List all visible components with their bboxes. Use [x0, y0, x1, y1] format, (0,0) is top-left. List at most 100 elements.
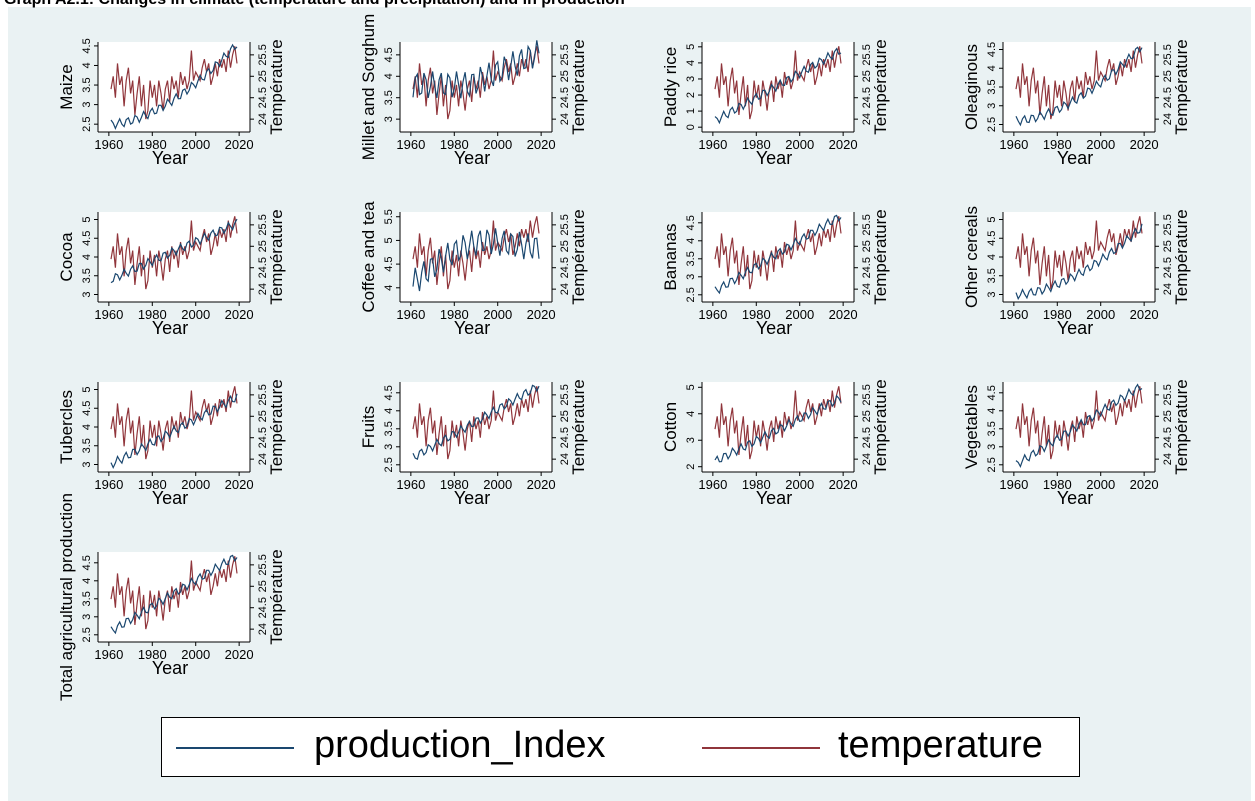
y2-axis-title: Température: [1172, 379, 1191, 474]
y2-tick-label: 25: [1162, 410, 1174, 422]
y2-tick-label: 24: [559, 113, 571, 125]
subplot: 0 1 2 3 4 5 24 24.5 25 25.5 1960 1980 2000 2020 Year Pa…: [661, 39, 890, 168]
y-tick-label: 1: [685, 108, 697, 114]
y2-tick-label: 25.5: [861, 214, 873, 235]
x-tick-label: 1960: [396, 307, 425, 322]
x-tick-label: 1960: [94, 307, 123, 322]
y-tick-label: 2.5: [81, 117, 93, 132]
y2-tick-label: 24: [257, 283, 269, 295]
y2-tick-label: 25: [257, 580, 269, 592]
x-tick-label: 2000: [483, 307, 512, 322]
y-tick-label: 3: [986, 291, 998, 297]
x-tick-label: 1960: [999, 477, 1028, 492]
y2-tick-label: 24: [861, 283, 873, 295]
y-axis-title: Coffee and tea: [359, 201, 378, 313]
y-tick-label: 3: [81, 461, 93, 467]
x-tick-label: 2020: [1130, 307, 1159, 322]
subplot: 4 4.5 5 5.5 24 24.5 25 25.5 1960 1980 2000 2020 Year…: [359, 201, 588, 338]
y-tick-label: 3: [383, 116, 395, 122]
y2-tick-label: 24: [559, 283, 571, 295]
y-tick-label: 5: [81, 216, 93, 222]
x-axis-title: Year: [454, 488, 490, 508]
y2-tick-label: 25.5: [559, 44, 571, 65]
y2-tick-label: 24.5: [1162, 427, 1174, 448]
y2-tick-label: 24.5: [1162, 87, 1174, 108]
y-tick-label: 3.5: [81, 591, 93, 606]
subplot: 2.5 3 3.5 4 4.5 24 24.5 25 25.5 1960 1980 2000 2020 Y…: [359, 379, 588, 508]
x-tick-label: 1980: [440, 137, 469, 152]
y-tick-label: 3.5: [81, 438, 93, 453]
y-tick-label: 4: [986, 254, 998, 260]
x-tick-label: 1980: [742, 137, 771, 152]
x-axis-title: Year: [152, 318, 188, 338]
x-tick-label: 1960: [94, 477, 123, 492]
y2-tick-label: 24.5: [861, 427, 873, 448]
y2-tick-label: 24.5: [257, 257, 269, 278]
subplot: 2.5 3 3.5 4 4.5 24 24.5 25 25.5 1960 1980 2000 2020 Y…: [962, 379, 1191, 508]
y2-tick-label: 25: [257, 410, 269, 422]
subplot: 2 3 4 5 24 24.5 25 25.5 1960 1980 2000 2020 Year Cott…: [661, 379, 890, 508]
y-axis-title: Oleaginous: [962, 44, 981, 130]
y-tick-label: 3.5: [685, 251, 697, 266]
y-tick-label: 5: [685, 384, 697, 390]
x-tick-label: 1980: [440, 307, 469, 322]
y-tick-label: 3: [685, 437, 697, 443]
x-tick-label: 2020: [1130, 477, 1159, 492]
y2-tick-label: 24: [257, 113, 269, 125]
y-tick-label: 4.5: [986, 385, 998, 400]
y-tick-label: 5: [986, 216, 998, 222]
production-line: [714, 47, 842, 125]
y2-axis-title: Température: [267, 549, 286, 644]
y2-tick-label: 24.5: [861, 87, 873, 108]
y-tick-label: 2.5: [986, 117, 998, 132]
x-axis-title: Year: [1057, 148, 1093, 168]
y2-tick-label: 25: [559, 240, 571, 252]
y-tick-label: 3.5: [383, 421, 395, 436]
y2-tick-label: 24: [861, 113, 873, 125]
x-tick-label: 2000: [181, 137, 210, 152]
production-line: [110, 43, 238, 130]
subplot: 2.5 3 3.5 4 4.5 24 24.5 25 25.5 1960 1980 2000 2020 Y…: [57, 493, 286, 701]
y-tick-label: 3: [81, 102, 93, 108]
y-tick-label: 4.5: [81, 401, 93, 416]
y2-tick-label: 25.5: [257, 384, 269, 405]
x-tick-label: 1980: [138, 137, 167, 152]
legend-line-temperature: [702, 747, 820, 749]
subplot: 2.5 3 3.5 4 4.5 24 24.5 25 25.5 1960 1980 2000 2020 Y…: [57, 38, 286, 168]
y2-axis-title: Température: [1172, 209, 1191, 304]
y-tick-label: 3: [986, 103, 998, 109]
y2-tick-label: 24: [1162, 283, 1174, 295]
y2-tick-label: 25: [1162, 70, 1174, 82]
y-tick-label: 4.5: [81, 231, 93, 246]
y2-axis-title: Température: [267, 39, 286, 134]
y-tick-label: 4: [81, 254, 93, 260]
y-axis-title: Total agricultural production: [57, 493, 76, 701]
y2-tick-label: 25: [257, 240, 269, 252]
x-axis-title: Year: [1057, 488, 1093, 508]
x-tick-label: 1980: [1043, 137, 1072, 152]
x-tick-label: 2000: [483, 477, 512, 492]
x-tick-label: 2020: [225, 477, 254, 492]
x-tick-label: 2020: [225, 137, 254, 152]
production-line: [110, 218, 238, 284]
subplot: 3 3.5 4 4.5 24 24.5 25 25.5 1960 1980 2000 2020 Year…: [359, 14, 588, 168]
production-line: [1015, 223, 1143, 301]
y2-axis-title: Température: [267, 209, 286, 304]
y-tick-label: 5: [685, 44, 697, 50]
x-axis-title: Year: [1057, 318, 1093, 338]
y-tick-label: 3.5: [986, 421, 998, 436]
y-axis-title: Vegetables: [962, 385, 981, 469]
y-tick-label: 4.5: [986, 231, 998, 246]
y2-tick-label: 24.5: [559, 257, 571, 278]
y2-tick-label: 25: [861, 70, 873, 82]
x-tick-label: 1960: [396, 137, 425, 152]
y-tick-label: 4.5: [383, 385, 395, 400]
legend-label-temperature: temperature: [838, 724, 1043, 766]
y2-tick-label: 25: [559, 70, 571, 82]
x-tick-label: 2000: [1086, 477, 1115, 492]
y-tick-label: 0: [685, 124, 697, 130]
x-tick-label: 2000: [1086, 307, 1115, 322]
y-axis-title: Fruits: [359, 406, 378, 449]
y-tick-label: 4: [685, 238, 697, 244]
y-tick-label: 5: [383, 237, 395, 243]
